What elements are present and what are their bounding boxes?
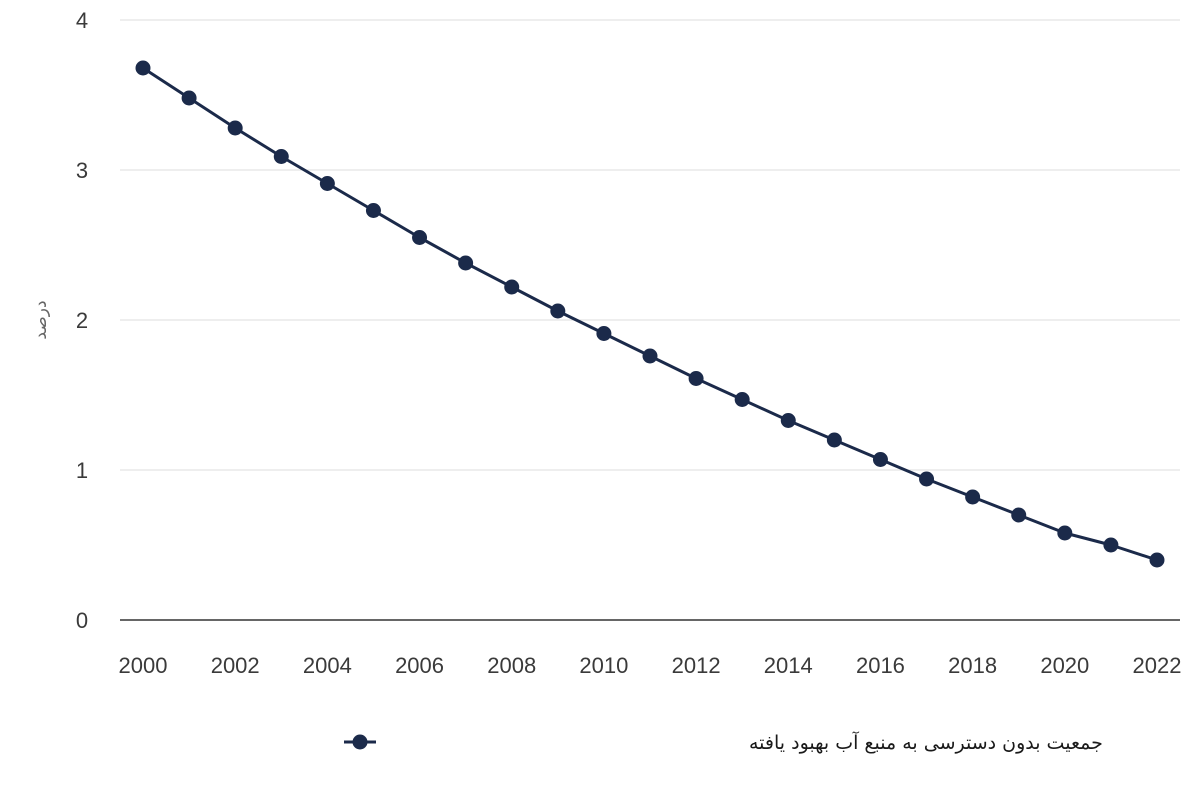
x-tick-label: 2016 xyxy=(856,653,905,678)
data-point[interactable] xyxy=(504,279,520,295)
x-tick-label: 2002 xyxy=(211,653,260,678)
x-tick-label: 2012 xyxy=(672,653,721,678)
x-tick-label: 2004 xyxy=(303,653,352,678)
data-point[interactable] xyxy=(1011,507,1027,523)
y-tick-label: 1 xyxy=(76,458,88,483)
y-axis-title: درصد xyxy=(31,300,51,339)
data-point[interactable] xyxy=(919,471,935,487)
data-point[interactable] xyxy=(688,371,704,386)
data-point[interactable] xyxy=(1057,525,1073,541)
series xyxy=(135,60,1165,568)
x-tick-label: 2018 xyxy=(948,653,997,678)
data-point[interactable] xyxy=(135,60,151,76)
legend-marker-swatch xyxy=(352,734,368,750)
x-tick-label: 2010 xyxy=(579,653,628,678)
x-tick-label: 2008 xyxy=(487,653,536,678)
y-tick-label: 3 xyxy=(76,158,88,183)
data-point[interactable] xyxy=(734,392,750,407)
data-point[interactable] xyxy=(550,303,566,319)
data-point[interactable] xyxy=(1103,537,1119,553)
data-point[interactable] xyxy=(642,348,658,364)
data-point[interactable] xyxy=(780,413,796,428)
data-point[interactable] xyxy=(458,255,474,271)
data-point[interactable] xyxy=(273,149,289,164)
x-tick-label: 2022 xyxy=(1133,653,1182,678)
legend[interactable]: جمعیت بدون دسترسی به منبع آب بهبود یافته xyxy=(344,730,1103,754)
data-point[interactable] xyxy=(319,176,335,191)
data-point[interactable] xyxy=(596,326,612,341)
data-point[interactable] xyxy=(1149,552,1165,568)
data-point[interactable] xyxy=(365,203,381,218)
x-tick-label: 2014 xyxy=(764,653,813,678)
x-tick-labels: 2000 2002 2004 2006 2008 2010 2012 2014 2016 2018… xyxy=(119,653,1182,678)
data-point[interactable] xyxy=(872,452,888,467)
gridlines xyxy=(120,19,1180,471)
x-tick-label: 2000 xyxy=(119,653,168,678)
legend-label[interactable]: جمعیت بدون دسترسی به منبع آب بهبود یافته xyxy=(749,730,1103,754)
data-point[interactable] xyxy=(181,90,197,106)
data-point[interactable] xyxy=(412,230,428,245)
y-tick-label: 2 xyxy=(76,308,88,333)
series-0 xyxy=(135,60,1165,568)
x-tick-label: 2006 xyxy=(395,653,444,678)
y-tick-label: 0 xyxy=(76,608,88,633)
y-tick-labels: 0 1 2 3 4 xyxy=(76,8,88,633)
data-point[interactable] xyxy=(227,120,243,136)
data-point[interactable] xyxy=(965,489,981,505)
x-tick-label: 2020 xyxy=(1040,653,1089,678)
data-point[interactable] xyxy=(826,432,842,448)
y-tick-label: 4 xyxy=(76,8,88,33)
series-line xyxy=(142,66,1158,562)
